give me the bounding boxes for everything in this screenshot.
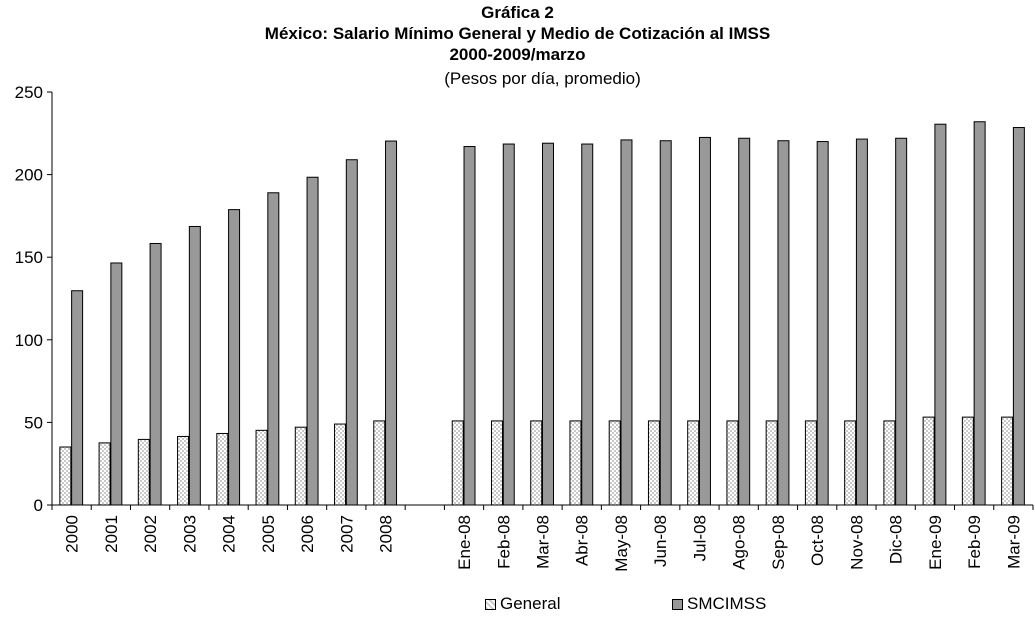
- x-tick-label: Mar-09: [1004, 515, 1023, 569]
- x-tick-label: Dic-08: [887, 515, 906, 564]
- bar-smcimss-Oct-08: [816, 141, 829, 506]
- bar-smcimss-Ago-08: [738, 137, 751, 506]
- bar-smcimss-2008: [385, 140, 398, 506]
- bar-general-Dic-08: [883, 420, 896, 506]
- x-tick-label: Ene-09: [926, 515, 945, 570]
- x-tick-label: 2000: [63, 515, 82, 553]
- bar-general-Jul-08: [687, 420, 700, 506]
- bars: [59, 121, 1025, 506]
- bar-general-2003: [177, 435, 190, 506]
- x-tick-label: Jul-08: [690, 515, 709, 561]
- bar-general-Oct-08: [804, 420, 817, 506]
- bar-general-Nov-08: [844, 420, 857, 506]
- x-tick-label: 2002: [141, 515, 160, 553]
- legend-item-smcimss: SMCIMSS: [672, 594, 766, 614]
- bar-smcimss-2002: [149, 242, 162, 506]
- bar-smcimss-Dic-08: [895, 137, 908, 506]
- bar-general-Abr-08: [569, 420, 582, 506]
- bar-smcimss-2003: [188, 225, 201, 506]
- x-tick-label: Sep-08: [769, 515, 788, 570]
- bar-general-2006: [294, 426, 307, 506]
- legend-label-smcimss: SMCIMSS: [687, 594, 767, 613]
- y-tick-label: 250: [15, 83, 43, 102]
- bar-general-Ago-08: [726, 420, 739, 506]
- bar-smcimss-May-08: [620, 139, 633, 506]
- y-tick-label: 0: [34, 496, 43, 515]
- x-tick-label: Nov-08: [847, 515, 866, 570]
- bar-general-Feb-09: [961, 416, 974, 506]
- x-tick-label: May-08: [612, 515, 631, 572]
- tick-labels: 0 50 100 150 200 250 2000 2001 2002 2003 2004 2005 2…: [15, 83, 1024, 572]
- bar-smcimss-2005: [267, 192, 280, 506]
- x-tick-label: Ene-08: [455, 515, 474, 570]
- bar-general-2005: [255, 429, 268, 506]
- bar-smcimss-2001: [110, 262, 123, 506]
- bar-smcimss-Feb-08: [502, 143, 515, 506]
- legend-label-general: General: [500, 594, 561, 613]
- bar-general-Ene-08: [451, 420, 464, 506]
- bar-smcimss-2006: [306, 176, 319, 506]
- bar-smcimss-Mar-08: [542, 142, 554, 506]
- y-tick-label: 50: [24, 413, 43, 432]
- chart-title-line-3: 2000-2009/marzo: [449, 45, 586, 64]
- x-tick-label: 2007: [337, 515, 356, 553]
- bar-smcimss-Ene-08: [463, 146, 476, 506]
- bar-smcimss-2007: [345, 159, 358, 506]
- bar-smcimss-Sep-08: [777, 140, 790, 506]
- x-tick-label: 2001: [102, 515, 121, 553]
- x-tick-label: Feb-09: [965, 515, 984, 569]
- bar-general-Sep-08: [765, 420, 778, 506]
- legend-swatch-general: [485, 598, 496, 610]
- bar-smcimss-Nov-08: [855, 138, 868, 506]
- x-tick-label: 2003: [180, 515, 199, 553]
- bar-smcimss-Jul-08: [698, 136, 711, 506]
- x-tick-label: Ago-08: [730, 515, 749, 570]
- bar-general-2004: [216, 432, 229, 506]
- bar-general-Mar-09: [1001, 416, 1014, 506]
- chart-subtitle: (Pesos por día, promedio): [444, 69, 641, 88]
- bar-general-Jun-08: [647, 420, 660, 506]
- x-tick-label: Abr-08: [573, 515, 592, 566]
- x-tick-label: 2004: [220, 515, 239, 553]
- bar-general-2008: [373, 420, 386, 506]
- x-tick-label: 2005: [259, 515, 278, 553]
- legend-item-general: General: [485, 594, 560, 614]
- x-tick-label: Oct-08: [808, 515, 827, 566]
- bar-smcimss-2004: [228, 209, 241, 506]
- bar-general-2002: [137, 438, 150, 506]
- bar-general-Mar-08: [530, 420, 543, 506]
- chart-title-line-2: México: Salario Mínimo General y Medio d…: [264, 24, 771, 43]
- bar-smcimss-2000: [71, 290, 84, 506]
- bar-general-2007: [334, 423, 347, 506]
- bar-smcimss-Feb-09: [973, 121, 986, 506]
- x-tick-label: 2006: [298, 515, 317, 553]
- x-tick-label: 2008: [377, 515, 396, 553]
- y-tick-label: 100: [15, 331, 43, 350]
- legend-swatch-smcimss: [672, 598, 683, 610]
- bar-smcimss-Abr-08: [581, 143, 594, 506]
- bar-smcimss-Jun-08: [659, 140, 672, 506]
- bar-general-2001: [98, 442, 111, 506]
- bar-smcimss-Ene-09: [934, 123, 947, 506]
- y-tick-label: 150: [15, 248, 43, 267]
- x-tick-label: Jun-08: [651, 515, 670, 567]
- bar-general-Ene-09: [922, 416, 935, 506]
- x-tick-label: Feb-08: [494, 515, 513, 569]
- chart-title-line-1: Gráfica 2: [481, 3, 554, 22]
- bar-general-Feb-08: [490, 420, 503, 506]
- bar-smcimss-Mar-09: [1012, 127, 1025, 506]
- y-tick-label: 200: [15, 166, 43, 185]
- bar-general-2000: [59, 446, 72, 506]
- x-tick-label: Mar-08: [534, 515, 553, 569]
- bar-general-May-08: [608, 420, 621, 506]
